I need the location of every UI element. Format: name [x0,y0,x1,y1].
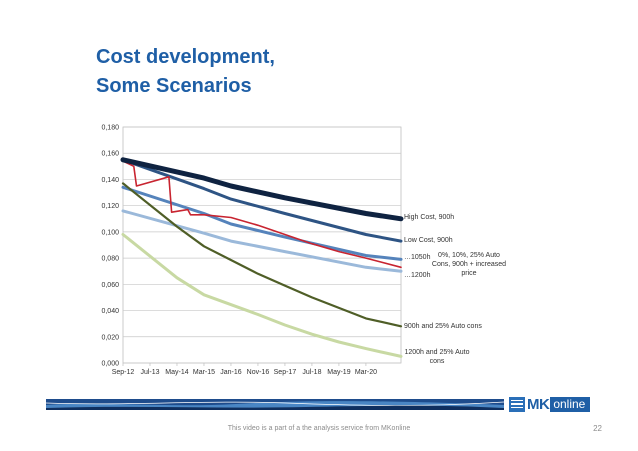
y-tick-label: 0,040 [101,308,119,315]
series-line [121,185,403,261]
slide-title-line-1: Cost development, [96,46,275,68]
mkonline-logo: MK online [509,395,591,413]
series-end-label: 0%, 10%, 25% Auto [438,252,500,259]
y-tick-label: 0,020 [101,334,119,341]
y-tick-label: 0,120 [101,203,119,210]
series-end-label: Low Cost, 900h [404,237,453,244]
x-tick-label: Sep-17 [274,369,297,376]
x-tick-label: Jan-16 [220,369,242,376]
series-line [122,160,402,269]
plot-area-border [122,126,402,364]
series-line [121,209,403,273]
series-line [121,182,403,328]
y-tick-label: 0,100 [101,229,119,236]
logo-online-text: online [550,396,591,412]
x-tick-label: May-14 [165,369,188,376]
series-line [121,158,403,243]
y-tick-label: 0,160 [101,151,119,158]
footer-wave-band [46,399,504,410]
x-tick-label: Mar-20 [355,369,377,376]
slide-title-line-2: Some Scenarios [96,75,252,97]
y-tick-label: 0,000 [101,361,119,368]
page-number: 22 [593,424,602,433]
x-tick-label: Nov-16 [247,369,270,376]
footer-band-wave-dark [46,405,504,410]
y-tick-label: 0,180 [101,125,119,132]
logo-grid-icon [509,396,525,412]
series-end-label: 1200h and 25% Auto [404,349,469,356]
series-line [120,157,404,222]
series-end-label: …1050h [404,254,431,261]
series-end-label: …1200h [404,272,431,279]
x-tick-label: Sep-12 [112,369,135,376]
y-tick-label: 0,060 [101,282,119,289]
footer-band-wave-line [46,401,504,406]
series-end-label: cons [430,358,445,365]
x-tick-label: May-19 [327,369,350,376]
series-end-label: price [461,270,476,277]
x-tick-label: Mar-15 [193,369,215,376]
logo-mk-text: MK [527,395,550,413]
slide-title: Cost development, Some Scenarios [96,43,275,101]
x-tick-label: Jul-18 [302,369,321,376]
series-end-label: 900h and 25% Auto cons [404,323,482,330]
x-tick-label: Jul-13 [140,369,159,376]
series-line [121,233,403,358]
footnote: This video is a part of a the analysis s… [227,425,411,432]
y-tick-label: 0,140 [101,177,119,184]
y-tick-label: 0,080 [101,256,119,263]
series-end-label: High Cost, 900h [404,214,454,221]
series-end-label: Cons, 900h + increased [432,261,506,268]
